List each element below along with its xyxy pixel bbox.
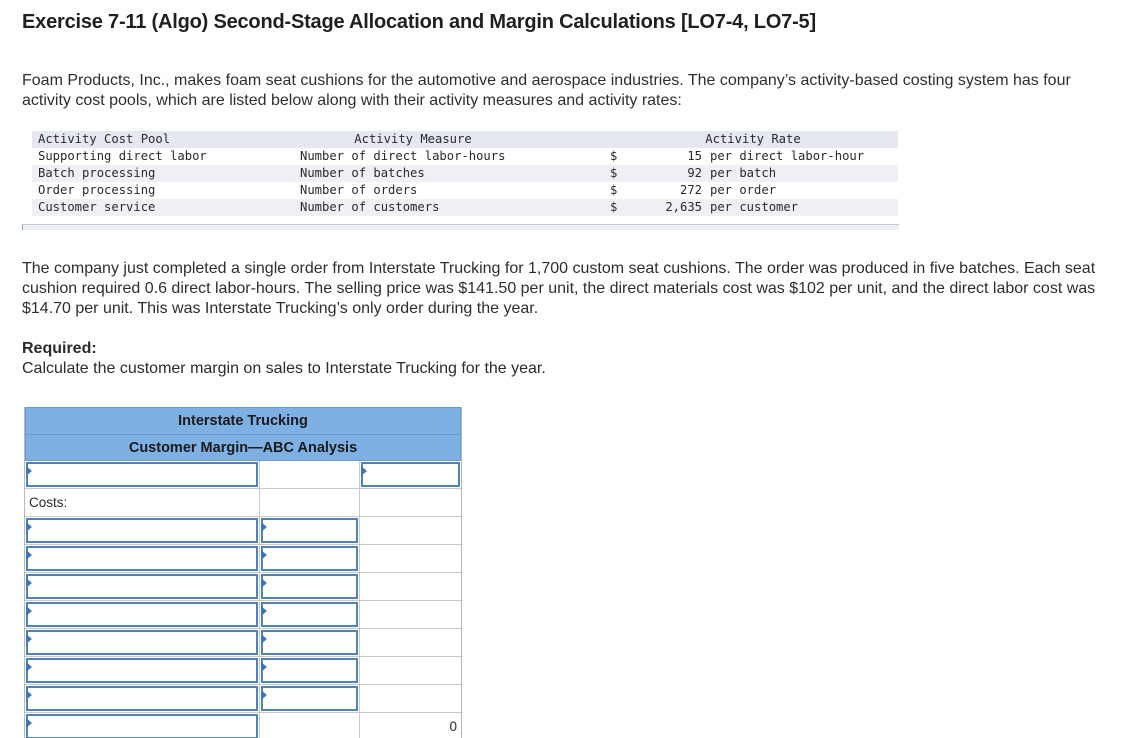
cost-row — [25, 573, 461, 601]
cost-row — [25, 545, 461, 573]
rate-unit: per batch — [710, 166, 777, 180]
empty-cell — [360, 629, 461, 656]
intro-paragraph: Foam Products, Inc., makes foam seat cus… — [22, 72, 1071, 109]
cost-amount-input[interactable] — [261, 602, 358, 627]
rate-unit: per customer — [710, 200, 799, 214]
cost-amount-input[interactable] — [261, 686, 358, 711]
empty-cell — [360, 517, 461, 544]
cost-item-dropdown[interactable] — [26, 602, 258, 627]
rates-row: Supporting direct labor Number of direct… — [32, 148, 898, 165]
rate-amount: 15 — [687, 149, 702, 163]
empty-cell — [260, 489, 360, 516]
cost-item-dropdown[interactable] — [26, 686, 258, 711]
worksheet-title: Interstate Trucking — [25, 407, 461, 434]
required-label: Required: — [22, 340, 97, 357]
cost-item-dropdown[interactable] — [26, 546, 258, 571]
pool-name: Supporting direct labor — [38, 149, 207, 163]
rate-amount: 272 — [679, 183, 702, 197]
cost-amount-input[interactable] — [261, 658, 358, 683]
activity-rates-table: Activity Cost Pool Activity Measure Acti… — [32, 131, 898, 216]
empty-cell — [260, 461, 360, 488]
header-measure: Activity Measure — [354, 132, 472, 146]
header-rate: Activity Rate — [705, 132, 801, 146]
activity-measure: Number of orders — [300, 183, 418, 197]
rates-row: Batch processing Number of batches $ 92 … — [32, 165, 898, 182]
dollar-sign: $ — [610, 166, 618, 180]
cost-amount-input[interactable] — [261, 546, 358, 571]
dollar-sign: $ — [610, 149, 618, 163]
pool-name: Order processing — [38, 183, 156, 197]
total-row: 0 — [25, 713, 461, 738]
rates-header-row: Activity Cost Pool Activity Measure Acti… — [32, 131, 898, 148]
costs-heading-row: Costs: — [25, 489, 461, 517]
header-pool: Activity Cost Pool — [38, 132, 171, 146]
cost-item-dropdown[interactable] — [26, 658, 258, 683]
customer-margin-worksheet: Interstate Trucking Customer Margin—ABC … — [24, 407, 462, 738]
rate-unit: per order — [710, 183, 777, 197]
empty-cell — [360, 489, 461, 516]
cost-row — [25, 657, 461, 685]
cost-item-dropdown[interactable] — [26, 574, 258, 599]
sales-label-cell — [25, 461, 260, 488]
empty-cell — [360, 545, 461, 572]
sales-row — [25, 461, 461, 489]
activity-measure: Number of customers — [300, 200, 440, 214]
cost-row — [25, 517, 461, 545]
required-text: Calculate the customer margin on sales t… — [22, 360, 546, 377]
cost-amount-input[interactable] — [261, 518, 358, 543]
sales-label-dropdown[interactable] — [26, 462, 258, 487]
activity-measure: Number of direct labor-hours — [300, 149, 506, 163]
empty-cell — [360, 573, 461, 600]
exercise-title: Exercise 7-11 (Algo) Second-Stage Alloca… — [22, 11, 816, 33]
cost-amount-input[interactable] — [261, 630, 358, 655]
rates-row: Order processing Number of orders $ 272 … — [32, 182, 898, 199]
rates-row: Customer service Number of customers $ 2… — [32, 199, 898, 216]
cost-row — [25, 685, 461, 713]
total-costs-value: 0 — [449, 719, 457, 734]
empty-cell — [360, 657, 461, 684]
dollar-sign: $ — [610, 200, 618, 214]
cost-amount-input[interactable] — [261, 574, 358, 599]
pool-name: Customer service — [38, 200, 156, 214]
activity-measure: Number of batches — [300, 166, 425, 180]
sales-amount-cell — [360, 461, 461, 488]
empty-cell — [360, 601, 461, 628]
cost-row — [25, 601, 461, 629]
cost-row — [25, 629, 461, 657]
empty-cell — [260, 713, 360, 738]
total-label-dropdown[interactable] — [26, 714, 258, 738]
table-divider — [22, 224, 899, 230]
dollar-sign: $ — [610, 183, 618, 197]
rate-amount: 2,635 — [665, 200, 702, 214]
cost-item-dropdown[interactable] — [26, 630, 258, 655]
costs-label: Costs: — [25, 489, 260, 516]
cost-item-dropdown[interactable] — [26, 518, 258, 543]
rate-unit: per direct labor-hour — [710, 149, 865, 163]
problem-scenario: The company just completed a single orde… — [22, 260, 1096, 317]
worksheet-subtitle: Customer Margin—ABC Analysis — [25, 434, 461, 461]
sales-amount-input[interactable] — [361, 462, 460, 487]
pool-name: Batch processing — [38, 166, 156, 180]
rate-amount: 92 — [687, 166, 702, 180]
empty-cell — [360, 685, 461, 712]
